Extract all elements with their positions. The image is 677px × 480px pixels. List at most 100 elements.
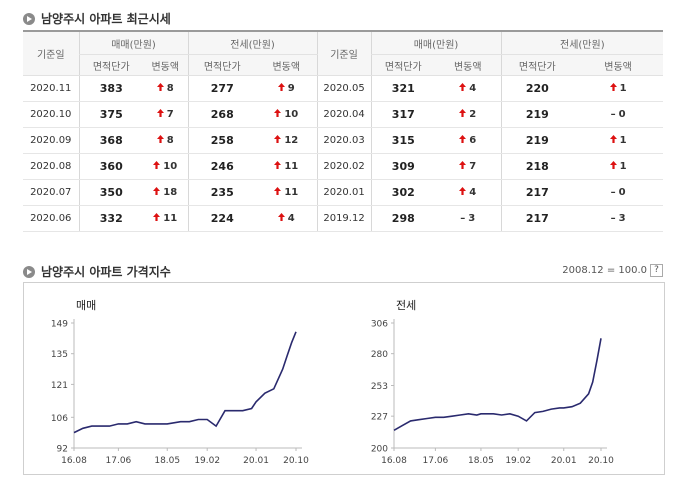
arrow-up-icon xyxy=(459,161,467,172)
dash-icon: – xyxy=(610,213,616,224)
date-cell-value: 2020.02 xyxy=(323,161,365,172)
recent-price-table: 기준일 매매(만원) 전세(만원) 기준일 매매(만원) 전세(만원) 면적단가… xyxy=(23,30,664,232)
dash-icon: – xyxy=(610,187,616,198)
change-value: 18 xyxy=(163,187,178,198)
change-value: 1 xyxy=(619,161,627,172)
left-sale-header: 매매(만원) xyxy=(78,30,189,55)
right-sale-change-header: 변동액 xyxy=(435,54,502,76)
change-value: 6 xyxy=(469,135,477,146)
y-tick-label: 106 xyxy=(51,414,68,424)
change-value: 0 xyxy=(618,187,626,198)
rent-unit-price: 268 xyxy=(187,101,257,128)
y-tick-label: 135 xyxy=(51,350,68,360)
date-cell-value: 2020.01 xyxy=(323,187,365,198)
price-index-chart-box: 매매 92 106 121 135 149 16.08 17.06 18.05 19.02 20.0… xyxy=(23,282,665,475)
change-cell: 9 xyxy=(256,75,318,102)
change-cell: 6 xyxy=(435,127,502,154)
y-tick-label: 92 xyxy=(57,445,68,455)
date-cell-value: 2020.04 xyxy=(323,109,365,120)
change-cell: 8 xyxy=(143,75,189,102)
table-row: 2020.07 350 18 235 11 2020.01 302 4 217 –0 xyxy=(23,179,664,206)
right-rent-header: 전세(만원) xyxy=(500,30,664,55)
rent-unit-price-value: 219 xyxy=(525,134,549,147)
change-value: 11 xyxy=(284,187,299,198)
y-tick-label: 280 xyxy=(371,350,388,360)
arrow-up-icon xyxy=(609,161,617,172)
arrow-up-icon xyxy=(609,135,617,146)
right-date-header: 기준일 xyxy=(316,30,372,76)
rent-unit-price-value: 217 xyxy=(525,186,549,199)
sale-unit-price: 375 xyxy=(78,101,143,128)
change-cell: –0 xyxy=(573,101,664,128)
date-cell-value: 2020.05 xyxy=(323,83,365,94)
rent-unit-price: 246 xyxy=(187,153,257,180)
help-icon[interactable]: ? xyxy=(650,264,663,277)
sale-unit-price: 317 xyxy=(370,101,436,128)
change-value: 7 xyxy=(469,161,477,172)
rent-unit-price: 217 xyxy=(500,205,574,232)
table-row: 2020.11 383 8 277 9 2020.05 321 4 220 1 xyxy=(23,75,664,102)
change-value: 10 xyxy=(163,161,178,172)
recent-price-title-text: 남양주시 아파트 최근시세 xyxy=(41,12,171,26)
sale-unit-price: 302 xyxy=(370,179,436,206)
sale-unit-price: 315 xyxy=(370,127,436,154)
left-sale-change-header: 변동액 xyxy=(143,54,189,76)
arrow-up-icon xyxy=(459,109,467,120)
date-cell: 2020.04 xyxy=(316,101,372,128)
date-cell: 2020.05 xyxy=(316,75,372,102)
sale-unit-price-value: 350 xyxy=(99,186,123,199)
sale-unit-price-value: 383 xyxy=(99,82,123,95)
change-cell: 7 xyxy=(143,101,189,128)
base-index-note: 2008.12 = 100.0 ? xyxy=(562,264,663,277)
arrow-up-icon xyxy=(153,213,161,224)
rent-unit-price-value: 258 xyxy=(210,134,234,147)
change-value: 3 xyxy=(468,213,476,224)
sale-unit-price: 321 xyxy=(370,75,436,102)
arrow-up-icon xyxy=(153,187,161,198)
change-cell: 18 xyxy=(143,179,189,206)
rent-unit-price: 258 xyxy=(187,127,257,154)
table-row: 2020.09 368 8 258 12 2020.03 315 6 219 1 xyxy=(23,127,664,154)
arrow-up-icon xyxy=(277,83,285,94)
rent-unit-price-value: 235 xyxy=(210,186,234,199)
sale-unit-price: 383 xyxy=(78,75,143,102)
change-value: 0 xyxy=(618,109,626,120)
change-cell: 10 xyxy=(143,153,189,180)
change-cell: 4 xyxy=(435,179,502,206)
rent-unit-price: 224 xyxy=(187,205,257,232)
sale-unit-price: 332 xyxy=(78,205,143,232)
x-tick-label: 20.10 xyxy=(283,456,309,466)
change-cell: 1 xyxy=(573,127,664,154)
change-cell: –3 xyxy=(573,205,664,232)
change-value: 2 xyxy=(469,109,477,120)
date-cell: 2020.08 xyxy=(23,153,79,180)
y-tick-label: 227 xyxy=(371,413,388,423)
sale-unit-price-value: 368 xyxy=(99,134,123,147)
x-tick-label: 18.05 xyxy=(154,456,180,466)
date-cell: 2020.09 xyxy=(23,127,79,154)
sale-unit-price: 309 xyxy=(370,153,436,180)
date-cell-value: 2020.03 xyxy=(323,135,365,146)
arrow-up-icon xyxy=(274,109,282,120)
change-cell: 8 xyxy=(143,127,189,154)
date-cell-value: 2020.06 xyxy=(30,213,72,224)
change-cell: 4 xyxy=(435,75,502,102)
rent-unit-price: 220 xyxy=(500,75,574,102)
x-tick-label: 18.05 xyxy=(468,456,494,466)
arrow-up-icon xyxy=(459,187,467,198)
date-cell: 2020.07 xyxy=(23,179,79,206)
rent-unit-price-value: 224 xyxy=(210,212,234,225)
table-row: 2020.06 332 11 224 4 2019.12 298–3 217–3 xyxy=(23,205,664,232)
date-cell: 2020.06 xyxy=(23,205,79,232)
change-cell: –0 xyxy=(573,179,664,206)
sale-unit-price: 368 xyxy=(78,127,143,154)
change-value: 12 xyxy=(284,135,299,146)
left-rent-change-header: 변동액 xyxy=(256,54,318,76)
price-index-title-text: 남양주시 아파트 가격지수 xyxy=(41,265,171,279)
series-line-1 xyxy=(393,338,602,431)
sale-unit-price-value: 360 xyxy=(99,160,123,173)
y-tick-label: 121 xyxy=(51,381,68,391)
dash-icon: – xyxy=(610,109,616,120)
base-index-text: 2008.12 = 100.0 xyxy=(562,265,647,276)
sale-unit-price-value: 317 xyxy=(391,108,415,121)
